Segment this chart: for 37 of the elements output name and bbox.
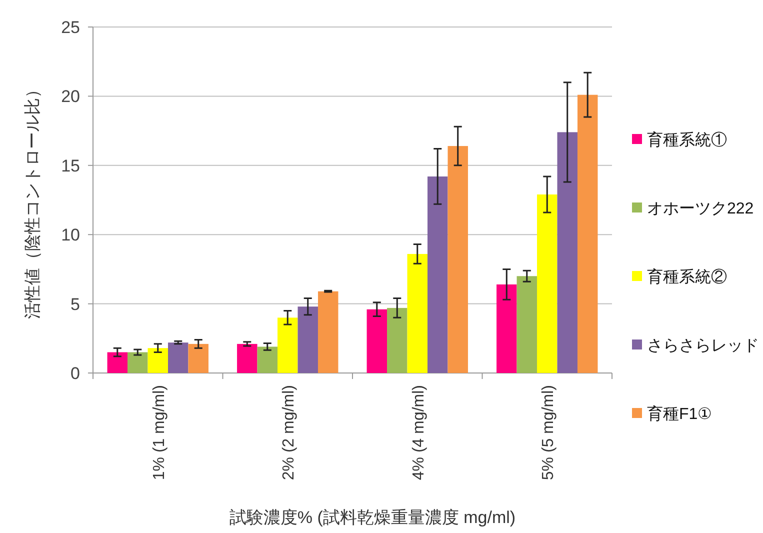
- bar: [557, 132, 578, 373]
- y-tick-label: 0: [70, 364, 80, 383]
- bar: [537, 194, 558, 373]
- bar: [448, 146, 468, 373]
- bar: [168, 342, 188, 373]
- bar: [128, 352, 148, 373]
- y-tick-label: 15: [61, 156, 80, 176]
- x-tick-label: 5% (5 mg/ml): [540, 385, 558, 480]
- x-tick-label: 2% (2 mg/ml): [280, 385, 298, 480]
- y-tick-label: 25: [61, 18, 80, 37]
- bar: [496, 284, 517, 373]
- x-axis-title: 試験濃度% (試料乾燥重量濃度 mg/ml): [229, 508, 516, 527]
- bar: [577, 94, 598, 373]
- bar: [318, 291, 338, 373]
- bar: [407, 254, 428, 373]
- bar: [257, 346, 278, 373]
- bar: [148, 348, 168, 373]
- y-tick-label: 10: [61, 226, 80, 245]
- bar: [278, 318, 298, 373]
- legend-label: 育種系統②: [647, 268, 727, 286]
- bar: [107, 352, 128, 373]
- y-axis-title: 活性値（陰性コントロール比）: [23, 81, 42, 319]
- bar: [188, 344, 208, 373]
- bar: [366, 309, 388, 373]
- legend-label: オホーツク222: [647, 200, 754, 218]
- x-tick-label: 4% (4 mg/ml): [410, 385, 428, 480]
- bar: [298, 306, 318, 373]
- bar: [387, 308, 408, 373]
- legend-label: さらさらレッド: [647, 338, 759, 354]
- bar: [237, 344, 258, 373]
- bar: [516, 276, 538, 373]
- legend-label: 育種系統①: [647, 131, 727, 149]
- y-tick-label: 5: [70, 294, 80, 314]
- legend-label: 育種F1①: [647, 405, 712, 423]
- x-tick-label: 1% (1 mg/ml): [150, 385, 168, 480]
- bar: [427, 176, 448, 373]
- y-tick-label: 20: [61, 87, 80, 106]
